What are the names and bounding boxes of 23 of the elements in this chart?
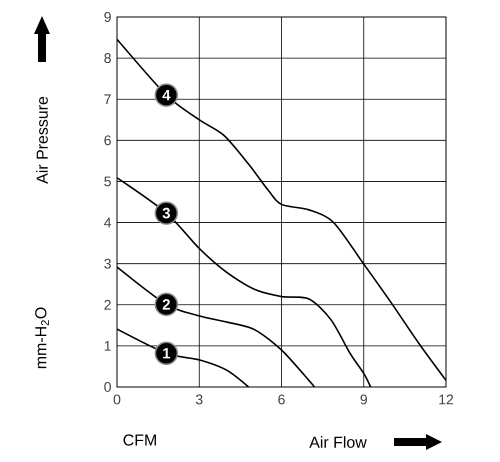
legend-label: 1 (163, 348, 170, 358)
y-tick-label: 8 (104, 53, 111, 64)
x-tick-label: 12 (439, 394, 454, 404)
x-tick-label: 6 (278, 394, 285, 404)
legend-label: 2 (162, 299, 170, 310)
y-tick-label: 9 (104, 12, 111, 22)
x-tick-label: 3 (196, 394, 203, 404)
x-axis-title: Air Flow (309, 436, 367, 448)
y-tick-label: 1 (104, 341, 111, 351)
x-tick-label: 0 (114, 394, 120, 404)
y-tick-label: 7 (104, 94, 111, 104)
text: CFM (124, 434, 156, 446)
y-tick-label: 3 (104, 258, 111, 269)
x-tick-label: 9 (360, 394, 367, 404)
text: mm-H$_{2}$O (35, 308, 49, 368)
y-tick-label: 5 (104, 176, 111, 186)
y-tick-label: 6 (104, 135, 111, 146)
y-tick-label: 4 (104, 218, 112, 228)
legend-label: 4 (162, 90, 170, 100)
y-tick-label: 0 (104, 382, 111, 392)
y-axis-title: Air Pressure (36, 96, 48, 184)
legend-label: 3 (162, 208, 170, 218)
y-tick-label: 2 (104, 300, 111, 310)
